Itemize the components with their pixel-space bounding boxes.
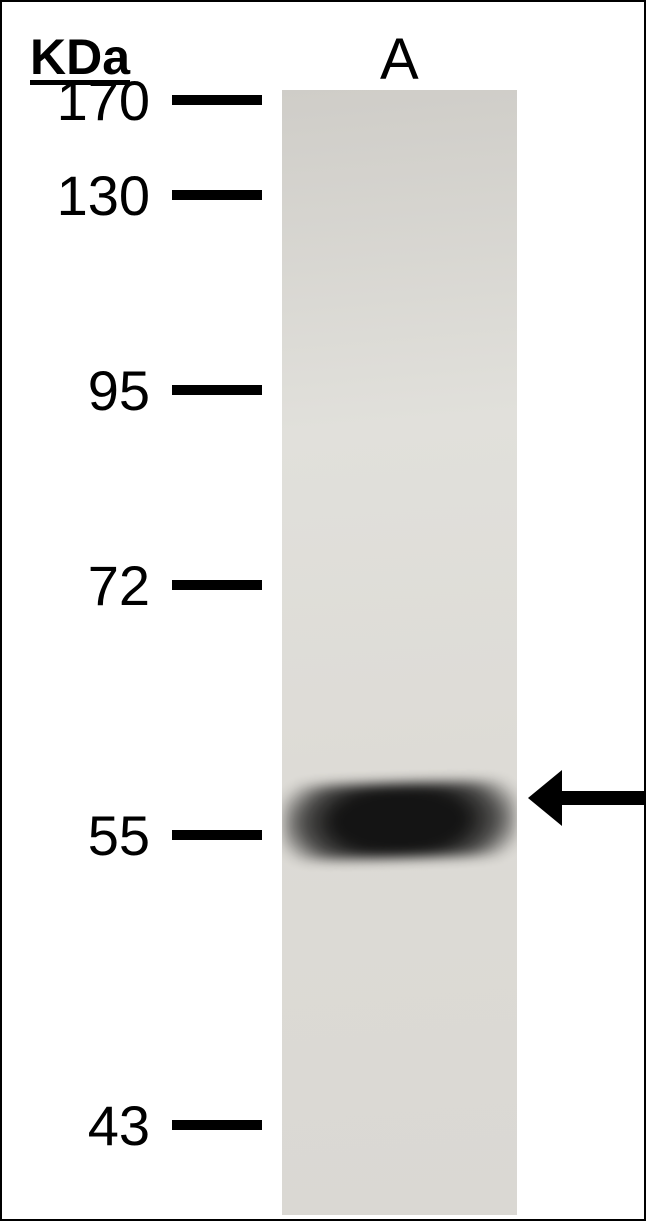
- blot-container: KDa A 17013095725543: [0, 0, 650, 1225]
- arrow-head-icon: [528, 770, 562, 826]
- band-arrow: [0, 0, 650, 1225]
- arrow-shaft: [554, 791, 644, 805]
